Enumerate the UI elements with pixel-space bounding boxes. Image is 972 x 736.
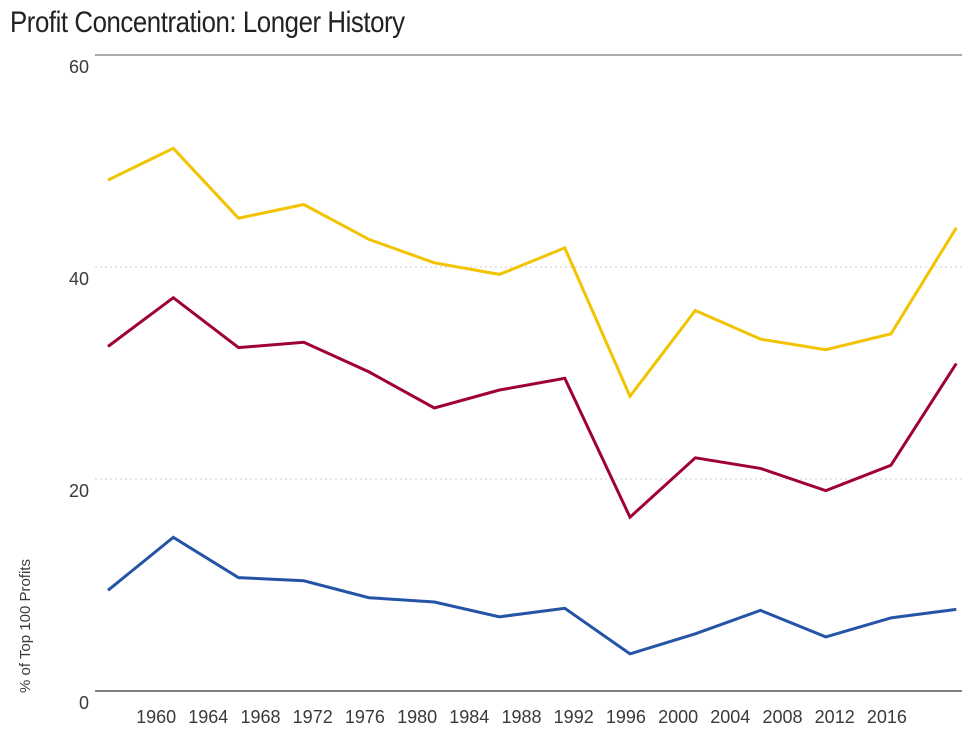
gridlines	[95, 266, 962, 480]
x-tick-label: 2000	[658, 707, 698, 727]
y-tick-label: 60	[69, 57, 89, 77]
x-tick-label: 2008	[762, 707, 802, 727]
x-tick-label: 2004	[710, 707, 750, 727]
x-tick-label: 1964	[188, 707, 228, 727]
x-tick-label: 1976	[345, 707, 385, 727]
x-tick-label: 1968	[240, 707, 280, 727]
y-tick-label: 40	[69, 269, 89, 289]
x-tick-label: 1996	[606, 707, 646, 727]
y-tick-labels: 0 20 40 60	[69, 57, 89, 713]
x-tick-label: 1972	[293, 707, 333, 727]
x-tick-labels: 1960 1964 1968 1972 1976 1980 1984 1988 1992 1996…	[136, 707, 907, 727]
x-tick-label: 1992	[554, 707, 594, 727]
series-line-2	[107, 295, 958, 520]
x-tick-label: 2012	[815, 707, 855, 727]
x-tick-label: 1960	[136, 707, 176, 727]
y-tick-label: 0	[79, 693, 89, 713]
x-tick-label: 1980	[397, 707, 437, 727]
x-tick-label: 1984	[449, 707, 489, 727]
x-tick-label: 1988	[501, 707, 541, 727]
series-line-3	[107, 535, 957, 656]
series-lines	[107, 146, 958, 656]
series-line-1	[107, 146, 958, 400]
y-tick-label: 20	[69, 481, 89, 501]
chart-title: Profit Concentration: Longer History	[10, 6, 405, 39]
x-tick-label: 2016	[867, 707, 907, 727]
y-axis-label: % of Top 100 Profits	[17, 559, 34, 693]
